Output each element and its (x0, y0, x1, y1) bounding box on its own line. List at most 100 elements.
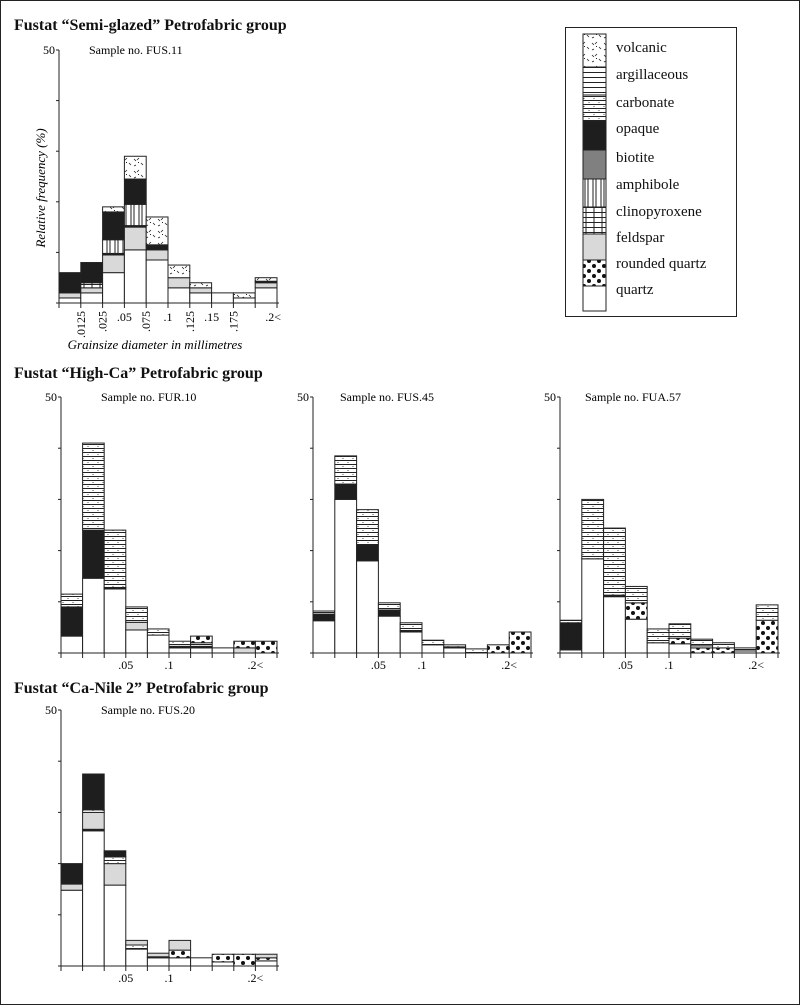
group-title-semi-glazed: Fustat “Semi-glazed” Petrofabric group (14, 17, 287, 34)
bar-segment-feldspar (103, 863, 127, 886)
bar-segment-carbonate (712, 642, 735, 649)
bar (211, 647, 235, 654)
bar-segment-quartz (82, 577, 105, 654)
chart-title: Sample no. FUS.11 (89, 43, 183, 57)
bar-segment-carbonate (103, 529, 127, 588)
bar-segment-opaque (80, 262, 104, 284)
bar-segment-carbonate (581, 498, 605, 560)
bar-segment-carbonate (312, 610, 336, 615)
bar-segment-carbonate (125, 944, 148, 950)
bar (125, 939, 148, 967)
x-tick-label: .1 (164, 310, 173, 324)
legend-label-quartz: quartz (616, 282, 654, 298)
bar-segment-quartz (80, 292, 104, 304)
bar-segment-carbonate (356, 509, 379, 546)
bar-segment-rounded-quartz (486, 644, 510, 654)
bar-segment-rounded-quartz (690, 647, 714, 654)
bar-segment-feldspar (123, 226, 147, 251)
bar (334, 455, 358, 654)
bar-segment-quartz (312, 620, 336, 654)
bar (443, 644, 467, 654)
bar (168, 939, 192, 967)
bar-segment-rounded-quartz (211, 953, 235, 963)
bar-segment-carbonate (421, 639, 445, 646)
bar-segment-opaque (312, 613, 336, 622)
x-tick-label: .175 (226, 311, 240, 332)
legend-swatches (582, 33, 607, 312)
bar-segment-carbonate (168, 640, 192, 647)
bar (421, 639, 445, 654)
bar-segment-quartz (211, 292, 234, 304)
bar-segment-quartz (254, 287, 278, 304)
legend-label-opaque: opaque (616, 121, 660, 137)
x-tick-label: .2< (248, 658, 264, 672)
legend-label-biotite: biotite (616, 150, 655, 166)
legend-swatch-carbonate (582, 94, 607, 122)
bar-segment-rounded-quartz (624, 602, 648, 620)
bar-segment-quartz (60, 889, 84, 967)
chart-title: Sample no. FUA.57 (585, 390, 681, 404)
bar (646, 628, 670, 654)
bar-segment-quartz (189, 292, 213, 304)
bar-segment-carbonate (334, 455, 358, 485)
bar (581, 498, 605, 654)
y-tick-label: 50 (43, 43, 55, 57)
bar-segment-quartz (60, 635, 84, 654)
x-tick-label: .05 (117, 310, 132, 324)
legend-label-feldspar: feldspar (616, 230, 665, 246)
bar (102, 206, 125, 304)
bar-segment-feldspar (102, 254, 125, 274)
bar-segment-volcanic (189, 282, 213, 289)
bar-segment-quartz (190, 957, 213, 967)
bar-segment-feldspar (189, 287, 213, 294)
bar (233, 640, 256, 654)
bar-segment-opaque (103, 850, 127, 858)
bar-segment-quartz (356, 560, 379, 654)
bar-segment-carbonate (646, 628, 670, 644)
x-tick-label: .125 (183, 311, 197, 332)
bar-segment-quartz (581, 558, 605, 654)
bar-segment-quartz (146, 957, 170, 967)
bar-segment-quartz (146, 634, 170, 654)
chart-2: 50 Sample no. FUS.45 .05 .1 .2< (297, 390, 533, 672)
bar-segment-quartz (168, 647, 192, 654)
bar (233, 953, 256, 967)
bar-segment-carbonate (443, 644, 467, 648)
legend-label-carbonate: carbonate (616, 95, 675, 111)
x-tick-label: .2< (265, 310, 281, 324)
y-tick-label: 50 (45, 390, 57, 404)
legend-swatch-volcanic (582, 33, 607, 68)
legend-label-amphibole: amphibole (616, 177, 680, 193)
bar-segment-quartz (377, 615, 401, 654)
x-tick-label: .0125 (74, 311, 88, 338)
bar-segment-opaque (82, 773, 105, 811)
bar (60, 593, 84, 654)
bar-segment-quartz (168, 957, 192, 967)
bar (103, 850, 127, 967)
x-tick-label: .2< (748, 658, 764, 672)
x-tick-label: .1 (418, 658, 427, 672)
legend-swatch-opaque (582, 120, 607, 151)
bar-segment-opaque (356, 544, 379, 562)
bar-segment-amphibole (123, 203, 147, 227)
bar-segment-carbonate (60, 593, 84, 608)
bar-segment-carbonate (465, 648, 488, 654)
bar-segment-carbonate (377, 602, 401, 611)
bar (123, 155, 147, 304)
bar-segment-opaque (82, 529, 105, 579)
bar-segment-feldspar (146, 952, 170, 958)
y-axis-label: Relative frequency (%) (33, 128, 48, 248)
bar-segment-carbonate (603, 527, 626, 596)
bar (465, 648, 488, 654)
bar (211, 292, 234, 304)
bar (312, 610, 336, 654)
bar-segment-rounded-quartz (668, 637, 692, 645)
bar (668, 623, 692, 654)
bar-segment-feldspar (254, 953, 278, 959)
bar-segment-feldspar (80, 287, 104, 294)
bar (254, 640, 278, 654)
bar (399, 622, 423, 654)
bar-segment-quartz (125, 629, 148, 654)
bar (82, 442, 105, 654)
